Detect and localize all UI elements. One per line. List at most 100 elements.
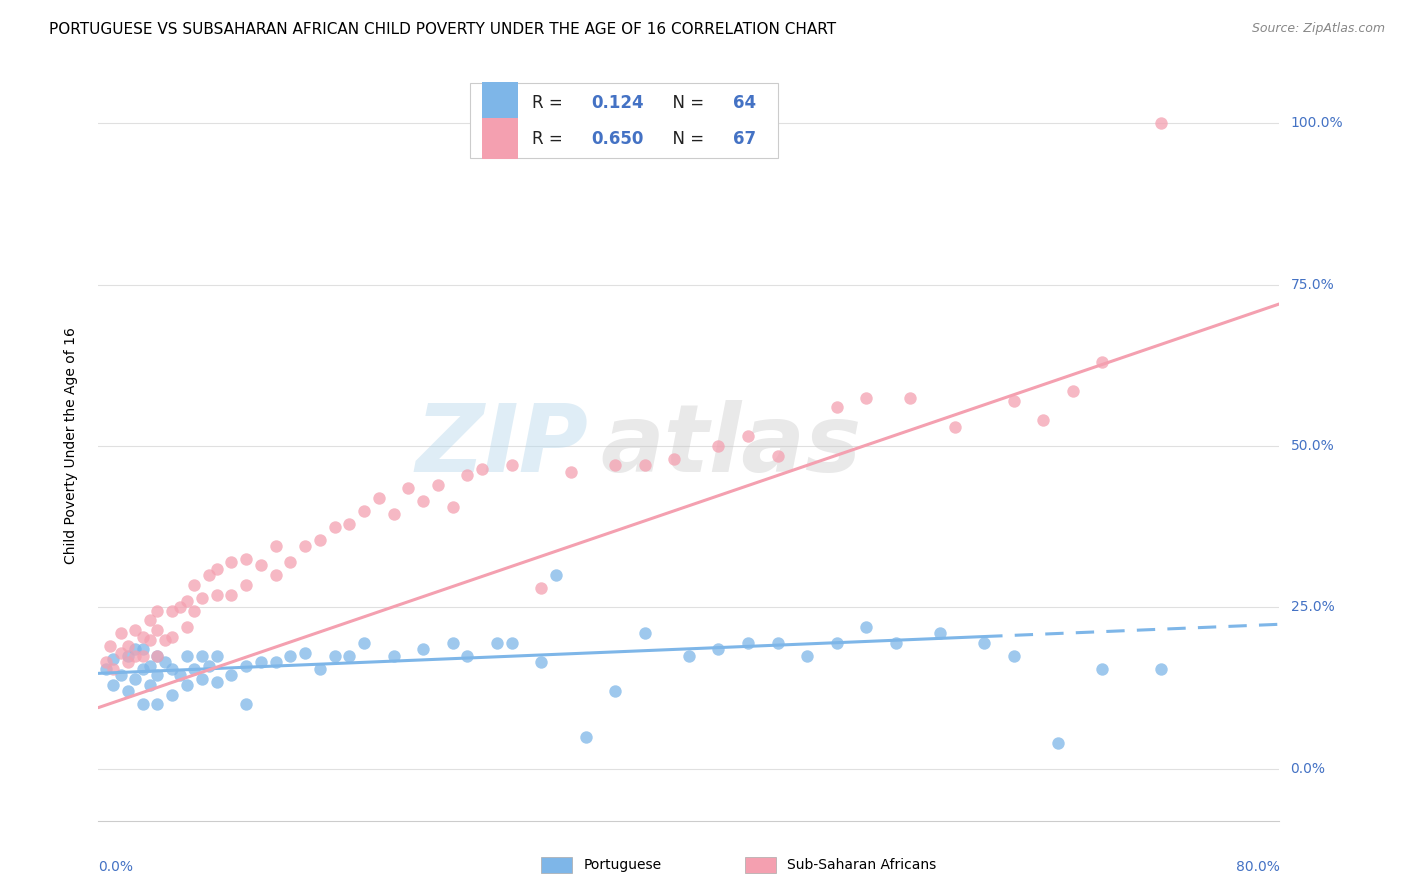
Point (132, 662, 155, 676)
Point (191, 591, 214, 605)
Text: N =: N = (662, 130, 709, 148)
Point (737, 636, 759, 650)
Point (264, 568, 287, 582)
Point (162, 662, 183, 676)
Point (183, 604, 205, 618)
Point (398, 481, 420, 495)
Point (737, 429, 759, 443)
Text: 50.0%: 50.0% (1291, 439, 1334, 453)
Text: 0.0%: 0.0% (1291, 762, 1326, 776)
Point (412, 642, 434, 657)
Point (707, 642, 730, 657)
Point (146, 648, 169, 663)
Point (162, 688, 183, 702)
Point (124, 623, 146, 637)
Point (353, 636, 375, 650)
Point (471, 461, 494, 475)
Point (132, 698, 155, 712)
Point (103, 652, 125, 666)
Point (124, 648, 146, 663)
Text: N =: N = (662, 94, 709, 112)
Point (1150, 662, 1173, 676)
Point (162, 630, 183, 644)
Point (796, 648, 818, 663)
Point (766, 636, 789, 650)
Point (280, 648, 302, 663)
Point (973, 636, 995, 650)
Point (294, 646, 316, 660)
Point (1091, 355, 1114, 369)
Point (183, 578, 205, 592)
Text: R =: R = (531, 94, 574, 112)
Point (146, 668, 169, 682)
Point (162, 604, 183, 618)
Point (353, 503, 375, 517)
Point (546, 568, 568, 582)
Point (929, 626, 952, 640)
Point (382, 648, 405, 663)
Text: Sub-Saharan Africans: Sub-Saharan Africans (787, 858, 936, 872)
Point (235, 552, 257, 566)
Point (855, 391, 877, 405)
Point (707, 439, 730, 453)
Point (1032, 413, 1054, 427)
Point (124, 672, 146, 686)
Point (427, 477, 450, 491)
Point (139, 658, 162, 673)
Point (205, 674, 228, 689)
Point (309, 533, 332, 547)
Point (153, 632, 176, 647)
Text: Source: ZipAtlas.com: Source: ZipAtlas.com (1251, 22, 1385, 36)
Point (98, 639, 121, 653)
Point (884, 636, 907, 650)
Point (235, 658, 257, 673)
Point (1062, 384, 1084, 398)
Point (250, 558, 273, 573)
Point (94, 656, 117, 670)
Point (146, 698, 169, 712)
Point (900, 391, 922, 405)
Point (1091, 662, 1114, 676)
Text: 75.0%: 75.0% (1291, 277, 1334, 292)
Text: 0.124: 0.124 (591, 94, 644, 112)
Point (191, 648, 214, 663)
Point (235, 698, 257, 712)
Point (103, 662, 125, 676)
FancyBboxPatch shape (471, 83, 778, 158)
Text: R =: R = (531, 130, 574, 148)
Point (94, 662, 117, 676)
Point (530, 656, 553, 670)
Point (191, 672, 214, 686)
Point (176, 594, 198, 608)
Point (205, 648, 228, 663)
Point (117, 639, 139, 653)
Point (825, 401, 848, 415)
Point (605, 458, 627, 473)
Y-axis label: Child Poverty Under the Age of 16: Child Poverty Under the Age of 16 (63, 327, 77, 565)
Point (323, 520, 346, 534)
Point (146, 648, 169, 663)
Point (183, 662, 205, 676)
Point (1046, 736, 1070, 750)
Point (501, 636, 523, 650)
Point (264, 539, 287, 553)
Point (110, 626, 132, 640)
Point (169, 668, 191, 682)
Text: ZIP: ZIP (416, 400, 589, 492)
Point (221, 588, 243, 602)
Point (1002, 393, 1025, 408)
Point (139, 632, 162, 647)
Point (943, 419, 966, 434)
Point (132, 642, 155, 657)
Point (110, 646, 132, 660)
Point (634, 626, 657, 640)
Point (139, 678, 162, 692)
Point (457, 468, 479, 483)
Point (457, 648, 479, 663)
Point (176, 678, 198, 692)
Point (205, 588, 228, 602)
Point (153, 656, 176, 670)
Point (110, 668, 132, 682)
Point (117, 684, 139, 698)
Point (176, 620, 198, 634)
